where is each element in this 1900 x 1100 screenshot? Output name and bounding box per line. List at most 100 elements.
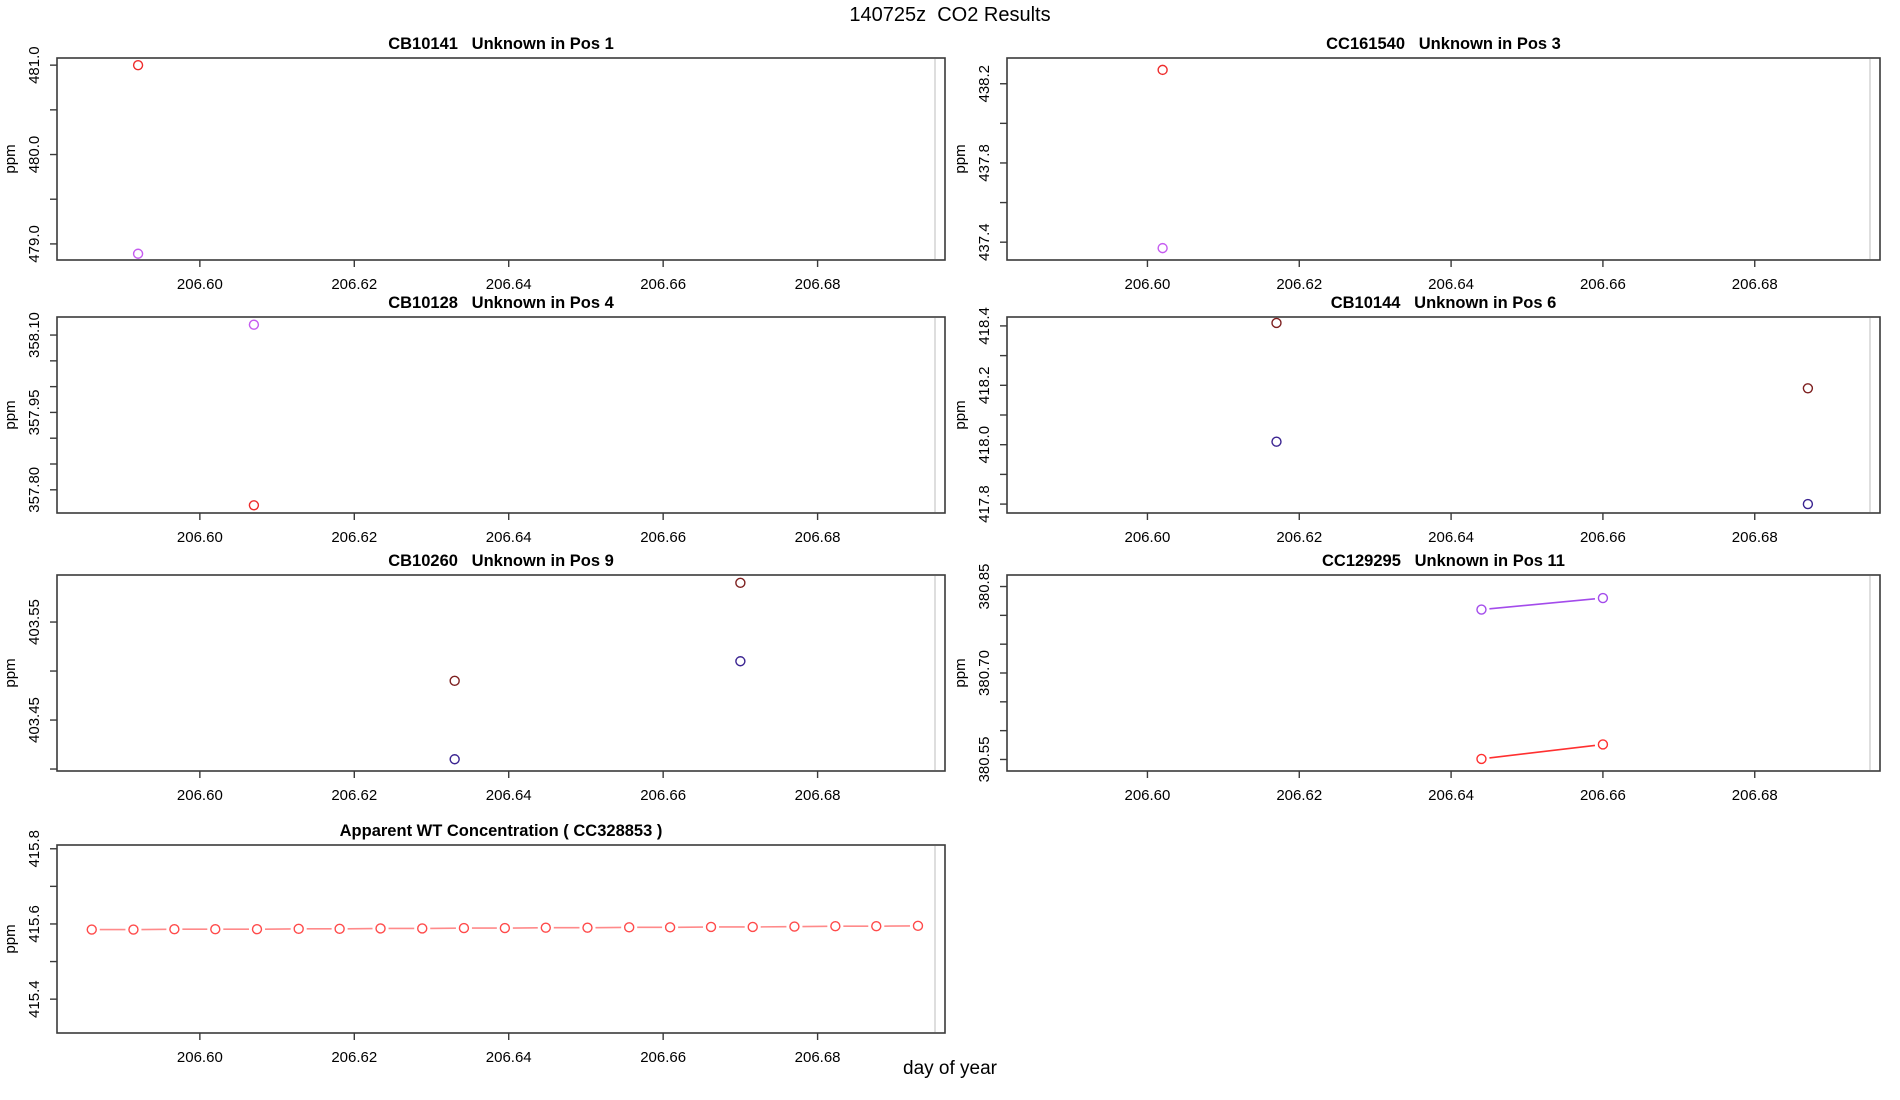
x-tick-label: 206.64: [1428, 529, 1474, 546]
y-tick-label: 480.0: [26, 136, 43, 174]
y-tick-label: 380.85: [976, 564, 993, 610]
y-tick-label: 357.95: [26, 389, 43, 435]
x-tick-label: 206.64: [486, 1049, 532, 1066]
plot-box: [56, 574, 946, 772]
data-point: [1802, 498, 1814, 510]
data-point: [1476, 753, 1487, 765]
y-tick-label: 380.55: [976, 737, 993, 783]
x-tick-label: 206.66: [640, 1049, 686, 1066]
plot-area-cc161540: 438.2 437.8 437.4 ppm 206.60 206.62 206.64 206.…: [952, 57, 1881, 293]
data-point: [582, 922, 593, 933]
x-tick-label: 206.60: [177, 1049, 223, 1066]
data-point: [1157, 64, 1168, 76]
figure-title: 140725z CO2 Results: [849, 4, 1051, 26]
plot-box: [1006, 57, 1881, 261]
x-tick-label: 206.66: [1580, 276, 1626, 293]
plot-box: [1006, 316, 1881, 514]
data-point: [1157, 242, 1168, 254]
panel-cb10260-pos9: CB10260 Unknown in Pos 9 403.55 403.45 ppm…: [0, 549, 959, 825]
x-tick-label: 206.64: [486, 529, 532, 546]
data-point: [540, 922, 551, 933]
panel-apparent-wt-cc328853: Apparent WT Concentration ( CC328853 ) 4…: [0, 819, 959, 1087]
y-tick-label: 403.55: [26, 599, 43, 645]
panel-title-cc161540: CC161540 Unknown in Pos 3: [1326, 35, 1561, 53]
x-tick-label: 206.68: [795, 276, 841, 293]
x-tick-label: 206.64: [1428, 787, 1474, 804]
x-tick-label: 206.60: [1124, 529, 1170, 546]
plot-area-cb10144: 418.4 418.2 418.0 417.8 ppm 206.60 206.62 206.6…: [952, 307, 1881, 546]
y-tick-label: 418.0: [976, 426, 993, 464]
y-axis-unit-label: ppm: [2, 144, 19, 173]
data-point: [871, 921, 882, 932]
panel-title-cc129295: CC129295 Unknown in Pos 11: [1321, 552, 1565, 570]
x-tick-label: 206.60: [177, 529, 223, 546]
plot-area-cc129295: 380.85 380.70 380.55 ppm 206.60 206.62 206.64 2…: [952, 564, 1881, 804]
x-tick-label: 206.66: [640, 787, 686, 804]
data-point: [248, 319, 260, 330]
plot-area-cb10128: 358.10 357.95 357.80 ppm 206.60 206.62 206.64 2…: [2, 312, 946, 546]
data-point: [251, 924, 263, 935]
data-point: [830, 921, 841, 932]
y-axis-unit-label: ppm: [952, 400, 969, 429]
data-point: [132, 59, 144, 71]
panel-title-cb10128: CB10128 Unknown in Pos 4: [388, 294, 614, 312]
x-tick-label: 206.68: [1732, 529, 1778, 546]
x-tick-label: 206.62: [331, 276, 377, 293]
y-tick-label: 357.80: [26, 467, 43, 513]
x-tick-label: 206.68: [795, 787, 841, 804]
x-tick-label: 206.60: [1124, 787, 1170, 804]
panel-title-cc328853: Apparent WT Concentration ( CC328853 ): [339, 822, 663, 840]
x-tick-label: 206.62: [331, 529, 377, 546]
data-point: [664, 922, 676, 933]
series-line: [1489, 598, 1596, 610]
data-point: [375, 923, 386, 934]
x-tick-label: 206.68: [1732, 276, 1778, 293]
panel-cb10128-pos4: CB10128 Unknown in Pos 4 358.10 357.95 357…: [0, 291, 959, 567]
data-point: [735, 656, 746, 667]
data-point: [293, 923, 304, 935]
x-tick-label: 206.62: [1276, 276, 1322, 293]
data-point: [623, 922, 635, 933]
x-tick-label: 206.64: [486, 787, 532, 804]
data-point: [747, 921, 758, 933]
y-tick-label: 415.6: [26, 905, 43, 943]
y-tick-label: 418.4: [976, 307, 993, 345]
plot-box: [56, 316, 946, 514]
plot-area-cc328853: 415.8 415.6 415.4 ppm 206.60 206.62 206.64 206.…: [2, 830, 946, 1066]
x-tick-label: 206.66: [1580, 529, 1626, 546]
x-tick-label: 206.68: [795, 529, 841, 546]
panel-title-cb10144: CB10144 Unknown in Pos 6: [1330, 294, 1557, 312]
y-tick-label: 417.8: [976, 485, 993, 523]
y-tick-label: 403.45: [26, 697, 43, 743]
y-tick-label: 437.4: [976, 223, 993, 261]
panel-cc161540-pos3: CC161540 Unknown in Pos 3 438.2 437.8 437.…: [945, 32, 1894, 314]
x-tick-label: 206.62: [1276, 787, 1322, 804]
y-tick-label: 358.10: [26, 312, 43, 358]
x-tick-label: 206.68: [1732, 787, 1778, 804]
x-tick-label: 206.66: [1580, 787, 1626, 804]
x-tick-label: 206.62: [1276, 529, 1322, 546]
data-point: [128, 924, 139, 935]
y-tick-label: 415.8: [26, 830, 43, 868]
x-axis-label: day of year: [903, 1058, 997, 1079]
x-tick-label: 206.64: [486, 276, 532, 293]
y-axis-unit-label: ppm: [952, 658, 969, 687]
data-point: [1271, 317, 1282, 329]
data-point: [1597, 592, 1609, 604]
y-axis-unit-label: ppm: [2, 658, 19, 687]
data-point: [449, 754, 460, 765]
x-tick-label: 206.62: [331, 787, 377, 804]
y-tick-label: 380.70: [976, 650, 993, 696]
data-point: [789, 921, 800, 932]
data-point: [735, 577, 746, 589]
data-point: [912, 920, 924, 932]
plot-area-cb10141: 481.0 480.0 479.0 ppm 206.60 206.62 206.64 206.…: [2, 46, 946, 293]
data-point: [169, 924, 180, 935]
data-point: [458, 922, 470, 934]
data-point: [1271, 436, 1282, 447]
y-tick-label: 437.8: [976, 144, 993, 182]
y-axis-unit-label: ppm: [952, 144, 969, 173]
data-point: [248, 500, 260, 511]
y-tick-label: 418.2: [976, 367, 993, 405]
data-point: [1597, 739, 1609, 750]
